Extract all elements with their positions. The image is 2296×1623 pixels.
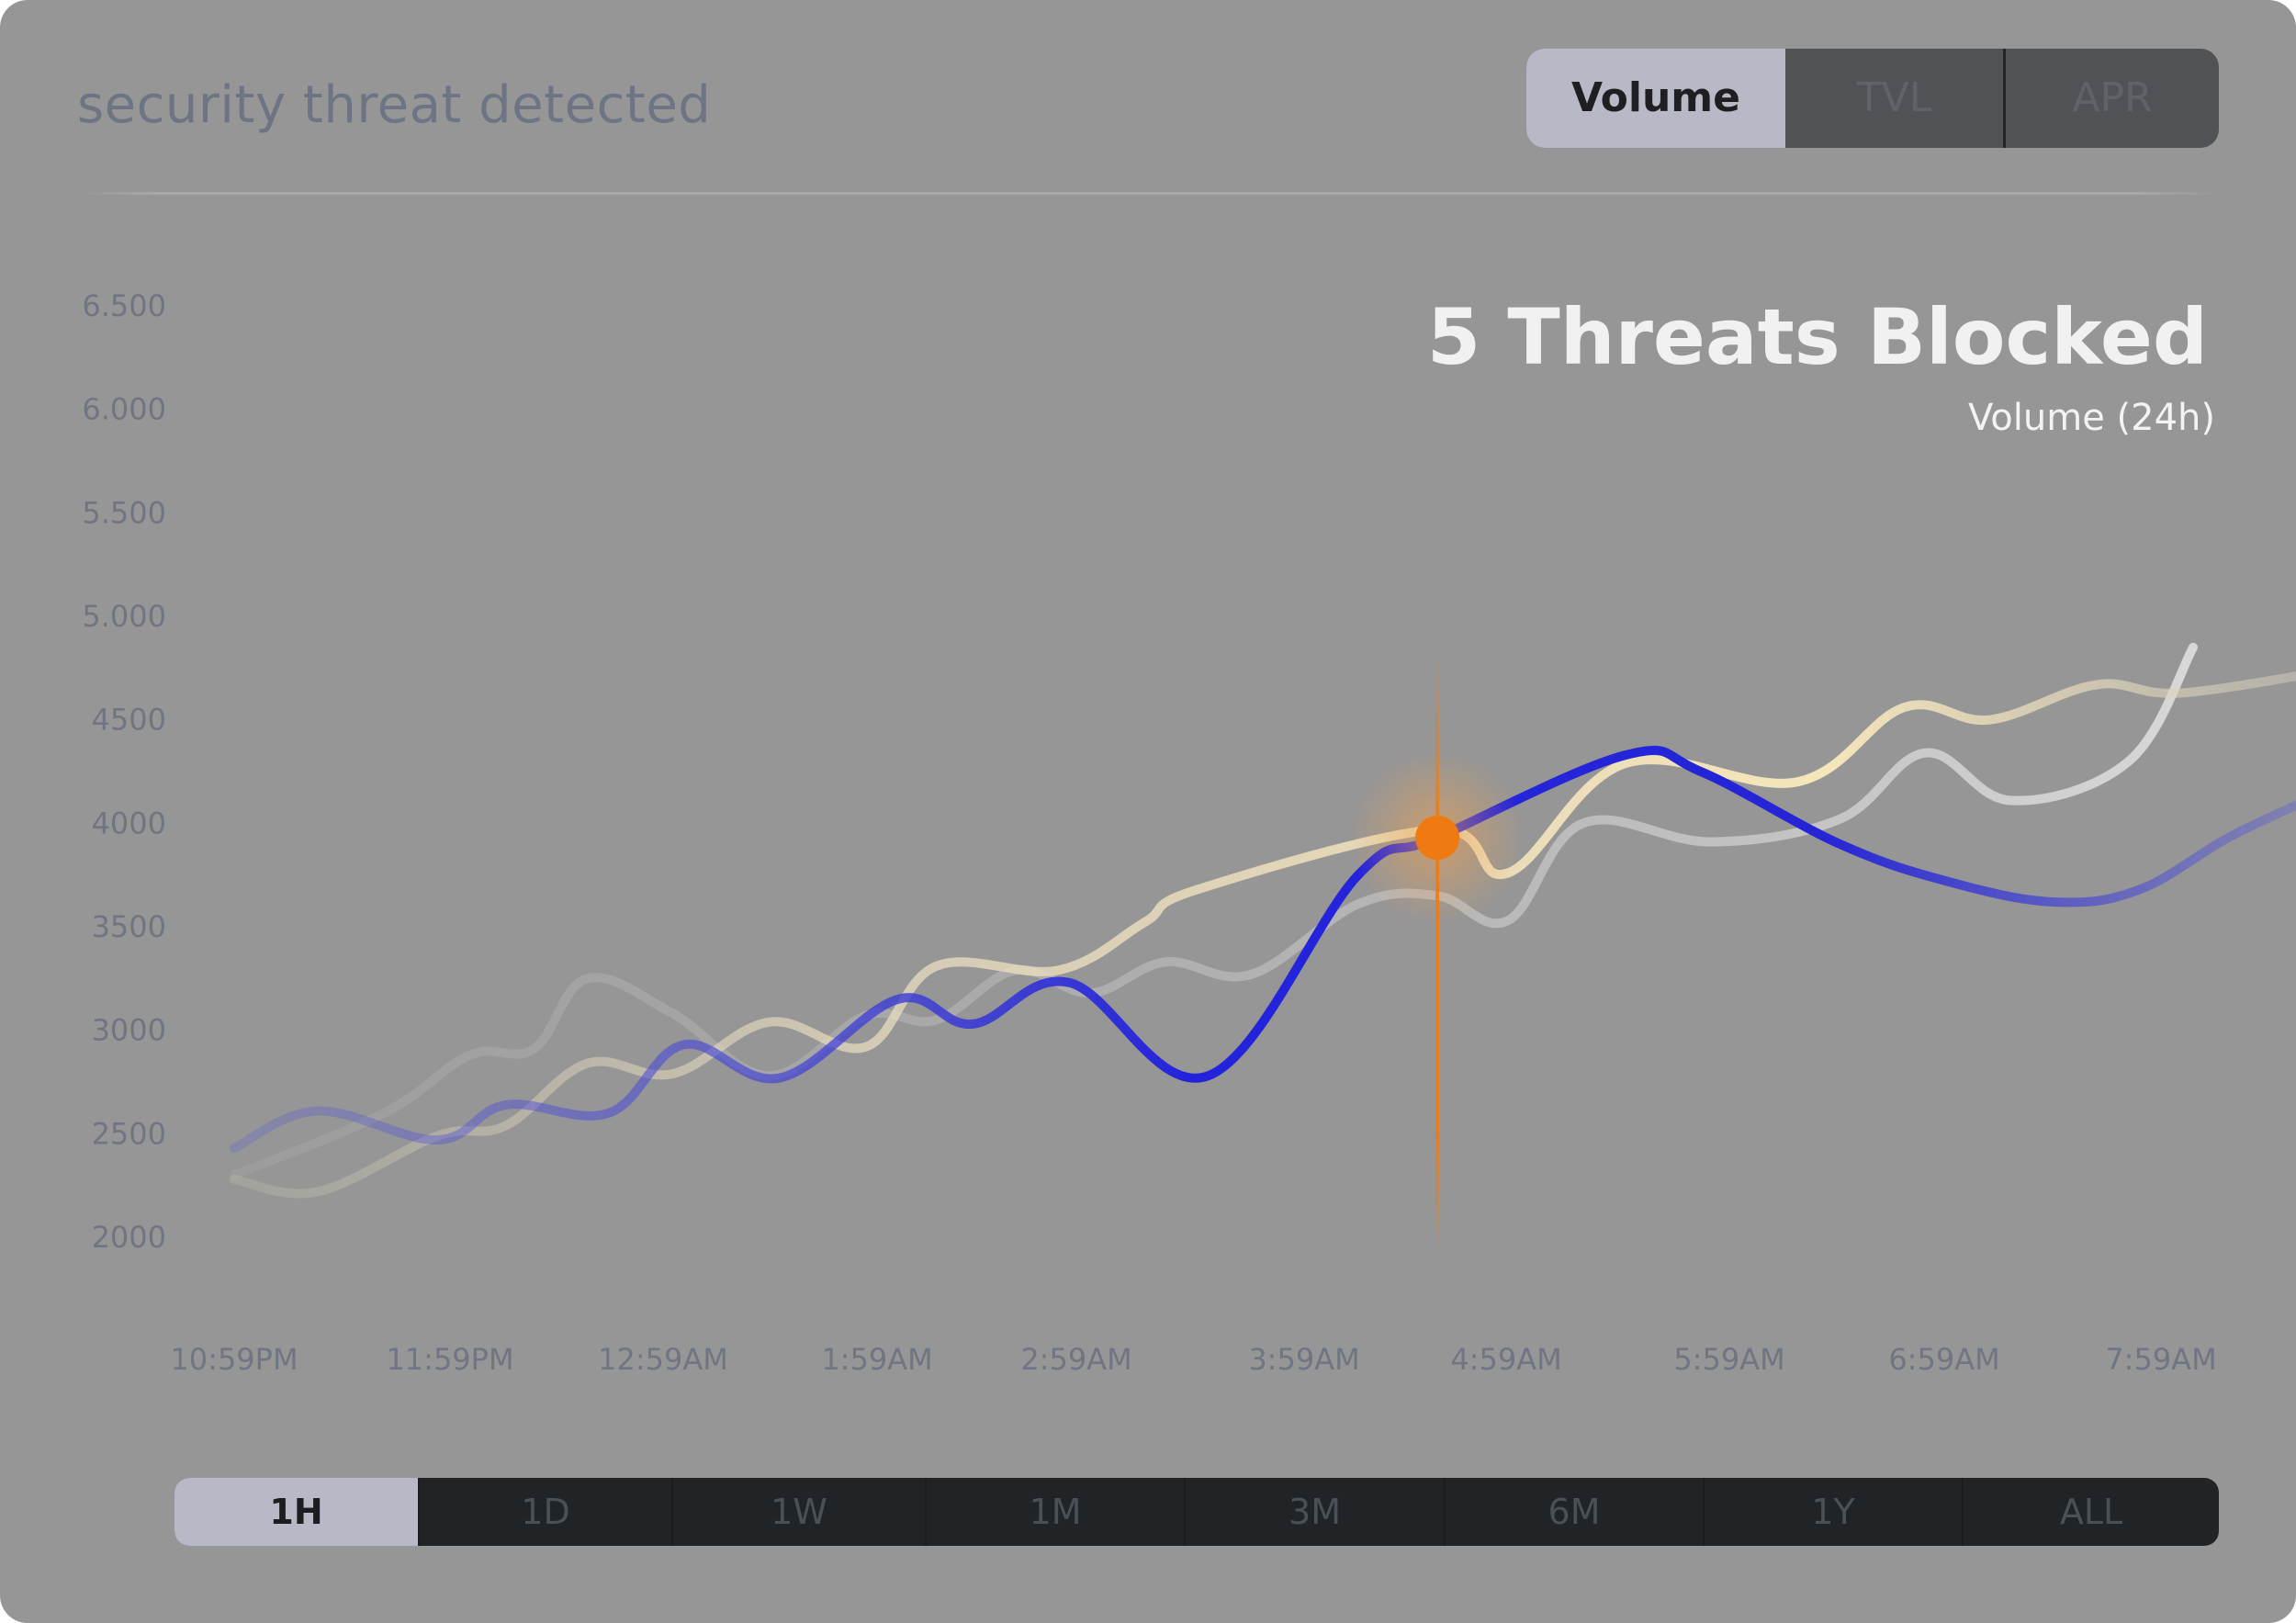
y-tick-label: 6.500: [82, 288, 166, 323]
range-6m[interactable]: 6M: [1446, 1478, 1705, 1546]
x-tick-label: 7:59AM: [2105, 1342, 2216, 1377]
range-1w[interactable]: 1W: [673, 1478, 927, 1546]
range-1h[interactable]: 1H: [174, 1478, 420, 1546]
card-title: security threat detected: [77, 75, 712, 135]
x-tick-label: 3:59AM: [1248, 1342, 1359, 1377]
range-1y[interactable]: 1Y: [1705, 1478, 1964, 1546]
x-tick-label: 2:59AM: [1020, 1342, 1131, 1377]
series-line-gray: [230, 642, 2198, 1180]
series-line-blue: [230, 745, 2296, 1154]
volume-subtitle: Volume (24h): [1968, 397, 2215, 439]
y-tick-label: 2000: [92, 1220, 166, 1255]
line-chart: 2000 2500 3000 3500 4000 4500 5.000 5.500 6.000 6…: [82, 288, 2296, 1377]
y-tick-label: 3500: [92, 909, 166, 944]
tab-tvl[interactable]: TVL: [1785, 49, 2006, 148]
crosshair-line: [1435, 652, 1440, 1249]
range-1m[interactable]: 1M: [927, 1478, 1186, 1546]
y-tick-label: 5.000: [82, 599, 166, 634]
y-tick-label: 3000: [92, 1013, 166, 1048]
highlight-marker: [1350, 652, 1525, 1249]
x-tick-label: 11:59PM: [386, 1342, 513, 1377]
range-all[interactable]: ALL: [2059, 1492, 2123, 1532]
y-tick-label: 2500: [92, 1116, 166, 1151]
x-tick-label: 1:59AM: [821, 1342, 932, 1377]
tab-apr[interactable]: APR: [2072, 74, 2153, 121]
y-axis-ticks: 2000 2500 3000 3500 4000 4500 5.000 5.500 6.000 6…: [82, 288, 166, 1255]
y-tick-label: 4000: [92, 806, 166, 840]
tab-volume[interactable]: Volume: [1526, 49, 1785, 148]
metric-toggle: Volume TVL APR: [1526, 49, 2219, 148]
x-tick-label: 4:59AM: [1450, 1342, 1561, 1377]
range-1d[interactable]: 1D: [420, 1478, 673, 1546]
threats-blocked-headline: 5 Threats Blocked: [1426, 292, 2208, 382]
series-line-cream: [230, 671, 2296, 1199]
range-3m[interactable]: 3M: [1186, 1478, 1446, 1546]
x-tick-label: 10:59PM: [170, 1342, 298, 1377]
y-tick-label: 6.000: [82, 392, 166, 427]
time-range-selector: 1H 1D 1W 1M 3M 6M 1Y ALL: [174, 1478, 2219, 1546]
x-axis-ticks: 10:59PM 11:59PM 12:59AM 1:59AM 2:59AM 3:59AM 4…: [170, 1342, 2216, 1377]
x-tick-label: 12:59AM: [598, 1342, 728, 1377]
series-lines: [230, 642, 2296, 1199]
y-tick-label: 5.500: [82, 495, 166, 530]
highlight-point[interactable]: [1415, 816, 1460, 861]
y-tick-label: 4500: [92, 703, 166, 738]
x-tick-label: 5:59AM: [1673, 1342, 1784, 1377]
header-divider: [77, 192, 2219, 195]
x-tick-label: 6:59AM: [1888, 1342, 1999, 1377]
